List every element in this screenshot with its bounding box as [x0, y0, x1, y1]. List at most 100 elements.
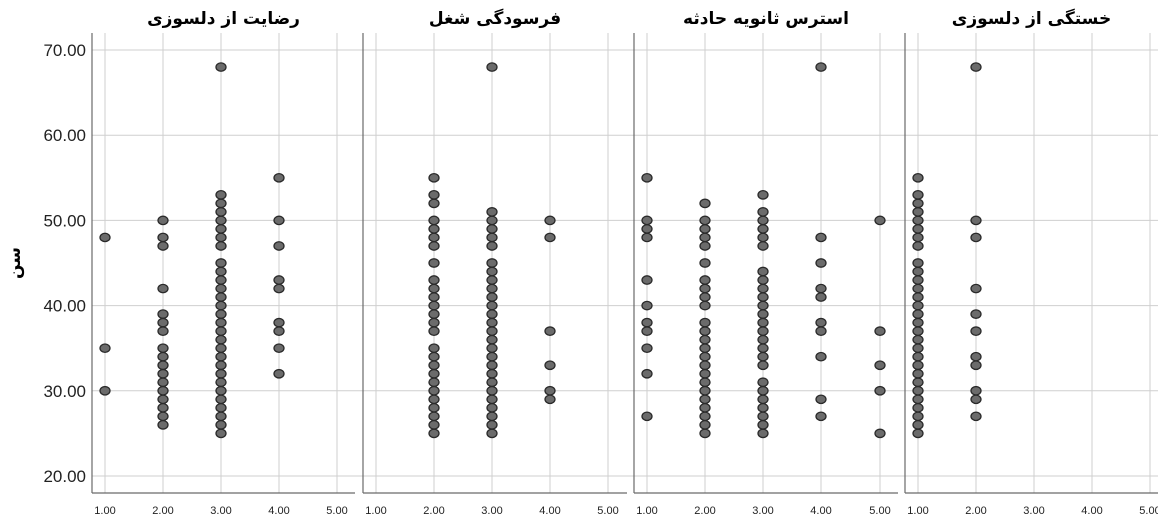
data-point — [757, 343, 769, 354]
data-point — [912, 224, 924, 234]
data-point — [486, 360, 498, 371]
data-point — [912, 207, 924, 217]
data-point — [912, 317, 924, 328]
data-point — [699, 198, 711, 209]
data-point — [486, 343, 498, 354]
data-point — [486, 309, 498, 319]
data-point — [428, 317, 440, 328]
data-point — [157, 283, 169, 294]
data-point — [486, 411, 498, 422]
data-point — [699, 402, 711, 413]
data-point — [912, 292, 924, 302]
data-point — [157, 326, 169, 336]
data-point — [157, 360, 169, 371]
data-point — [757, 394, 769, 405]
data-point — [486, 368, 498, 379]
data-point — [215, 377, 227, 388]
data-point — [757, 420, 769, 430]
data-point — [699, 420, 711, 430]
data-point — [215, 309, 227, 319]
data-point — [757, 309, 769, 319]
data-point — [815, 292, 827, 302]
data-point — [157, 351, 169, 362]
data-point — [815, 351, 827, 362]
data-point — [157, 394, 169, 405]
data-point — [428, 309, 440, 319]
x-tick-label: 3.00 — [210, 505, 231, 517]
data-point — [699, 411, 711, 422]
data-point — [486, 275, 498, 285]
data-point — [428, 283, 440, 294]
data-point — [912, 351, 924, 362]
data-point — [699, 326, 711, 336]
data-point — [699, 351, 711, 362]
data-point — [428, 411, 440, 422]
data-point — [757, 232, 769, 243]
data-point — [157, 402, 169, 413]
panel-title: رضایت از دلسوزی — [147, 9, 300, 29]
data-point — [699, 368, 711, 379]
data-point — [215, 275, 227, 285]
data-point — [486, 351, 498, 362]
data-point — [486, 326, 498, 336]
data-point — [428, 368, 440, 379]
data-point — [815, 394, 827, 405]
data-point — [428, 394, 440, 405]
data-point — [215, 258, 227, 268]
x-tick-label: 5.00 — [1139, 505, 1158, 517]
data-point — [215, 317, 227, 328]
data-point — [157, 343, 169, 354]
data-point — [699, 343, 711, 354]
data-point — [912, 198, 924, 209]
data-point — [486, 377, 498, 388]
data-point — [757, 241, 769, 251]
data-point — [757, 334, 769, 345]
data-point — [912, 241, 924, 251]
data-point — [912, 343, 924, 354]
data-point — [874, 215, 886, 226]
data-point — [912, 232, 924, 243]
data-point — [486, 62, 498, 72]
data-point — [699, 215, 711, 226]
data-point — [641, 232, 653, 243]
x-tick-label: 3.00 — [752, 505, 773, 517]
data-point — [428, 275, 440, 285]
data-point — [428, 326, 440, 336]
y-tick-label: 40.00 — [43, 297, 86, 316]
data-point — [428, 224, 440, 234]
data-point — [215, 283, 227, 294]
data-point — [699, 292, 711, 302]
y-tick-label: 70.00 — [43, 41, 86, 60]
data-point — [970, 309, 982, 319]
x-tick-label: 2.00 — [423, 505, 444, 517]
data-point — [215, 326, 227, 336]
data-point — [544, 326, 556, 336]
panel-2: فرسودگی شغل 1.00 2.00 3.00 4.00 5.00 — [362, 8, 627, 517]
data-point — [486, 283, 498, 294]
data-point — [215, 224, 227, 234]
data-point — [273, 326, 285, 336]
data-point — [699, 377, 711, 388]
y-tick-label: 50.00 — [43, 211, 86, 230]
y-tick-label: 20.00 — [43, 467, 86, 486]
data-point — [544, 385, 556, 396]
data-point — [912, 385, 924, 396]
x-tick-label: 5.00 — [326, 505, 347, 517]
data-point — [699, 300, 711, 311]
data-point — [757, 351, 769, 362]
data-point — [215, 368, 227, 379]
data-point — [486, 420, 498, 430]
x-tick-label: 4.00 — [1081, 505, 1102, 517]
data-point — [273, 172, 285, 183]
data-point — [215, 241, 227, 251]
data-point — [157, 411, 169, 422]
data-point — [273, 283, 285, 294]
x-tick-label: 4.00 — [810, 505, 831, 517]
data-point — [757, 224, 769, 234]
data-point — [428, 351, 440, 362]
data-point — [699, 334, 711, 345]
data-point — [157, 420, 169, 430]
data-point — [486, 300, 498, 311]
